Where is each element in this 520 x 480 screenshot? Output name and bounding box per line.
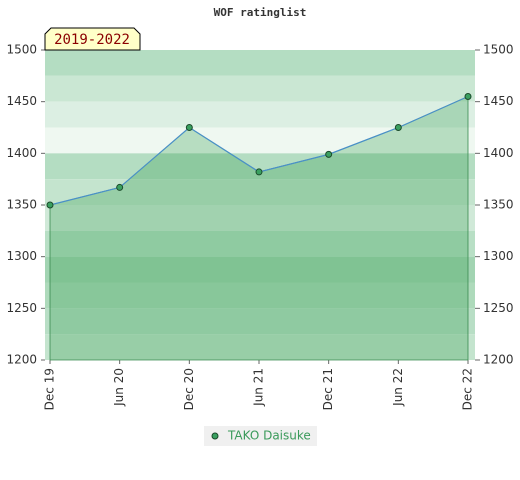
stripe bbox=[45, 282, 475, 309]
x-tick-label: Dec 21 bbox=[321, 368, 335, 410]
y-tick-label: 1450 bbox=[6, 94, 37, 108]
chart-title: WOF ratinglist bbox=[214, 6, 307, 19]
stripe bbox=[45, 205, 475, 231]
y-tick-label: 1500 bbox=[6, 43, 37, 57]
point bbox=[394, 124, 402, 131]
x-tick-label: Dec 22 bbox=[461, 368, 475, 410]
stripe bbox=[45, 101, 475, 128]
y2-tick-label: 1400 bbox=[483, 146, 514, 160]
annotation-box bbox=[44, 27, 141, 51]
stripe bbox=[45, 50, 475, 76]
x-tick-label: Dec 19 bbox=[43, 368, 57, 410]
annotation: 2019-2022 bbox=[54, 32, 130, 48]
legend-marker bbox=[211, 432, 219, 440]
x-tick-label: Jun 22 bbox=[391, 368, 405, 407]
y2-tick-label: 1450 bbox=[483, 94, 514, 108]
point bbox=[46, 201, 54, 209]
point bbox=[325, 150, 333, 158]
y-tick-label: 1350 bbox=[6, 198, 37, 212]
y2-tick-label: 1350 bbox=[483, 198, 514, 212]
y2-tick-label: 1250 bbox=[483, 301, 514, 315]
stripe bbox=[45, 75, 475, 102]
point bbox=[185, 124, 193, 131]
legend-box bbox=[204, 426, 317, 446]
stripe bbox=[45, 308, 475, 335]
x-tick-label: Jun 20 bbox=[112, 368, 126, 407]
y2-tick-label: 1200 bbox=[483, 353, 514, 367]
point bbox=[464, 93, 472, 100]
x-tick-label: Dec 20 bbox=[182, 368, 196, 410]
y-tick-label: 1250 bbox=[6, 301, 37, 315]
y-tick-label: 1400 bbox=[6, 146, 37, 160]
x-tick-label: Jun 21 bbox=[252, 368, 266, 407]
stripe bbox=[45, 127, 475, 154]
y2-tick-label: 1300 bbox=[483, 249, 514, 263]
y-tick-label: 1300 bbox=[6, 249, 37, 263]
y2-tick-label: 1500 bbox=[483, 43, 514, 57]
stripe bbox=[45, 256, 475, 283]
y-tick-label: 1200 bbox=[6, 353, 37, 367]
legend-label: TAKO Daisuke bbox=[227, 429, 311, 443]
point bbox=[255, 168, 263, 176]
stripe bbox=[45, 334, 475, 360]
stripe bbox=[45, 179, 475, 205]
stripe bbox=[45, 230, 475, 257]
point bbox=[116, 183, 124, 191]
